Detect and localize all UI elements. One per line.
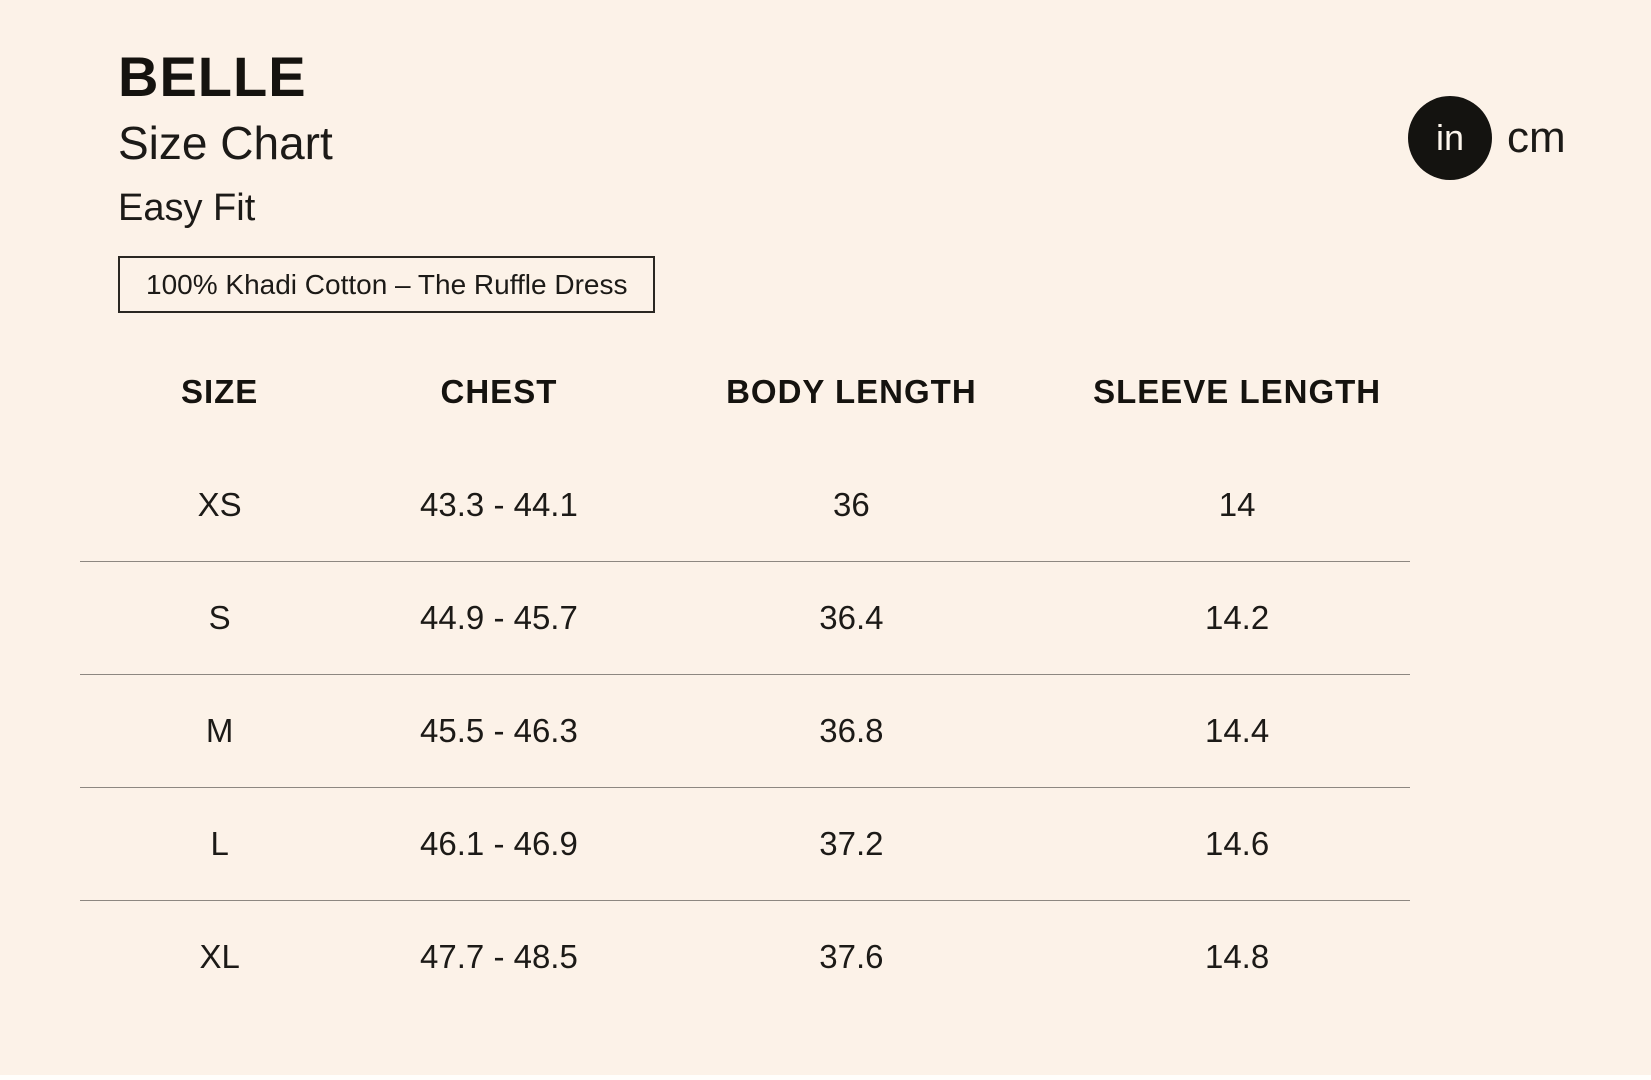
material-note: 100% Khadi Cotton – The Ruffle Dress <box>118 256 656 313</box>
chest-cell: 44.9 - 45.7 <box>420 599 578 637</box>
fit-label: Easy Fit <box>118 187 256 229</box>
column-header-body-length: BODY LENGTH <box>726 372 977 410</box>
sleeve-length-cell: 14.8 <box>1204 938 1270 976</box>
chest-cell: 46.1 - 46.9 <box>420 825 578 863</box>
size-table: SIZE CHEST BODY LENGTH SLEEVE LENGTH XS … <box>80 335 1410 1013</box>
body-length-cell: 36 <box>833 485 870 523</box>
body-length-cell: 37.2 <box>819 825 884 863</box>
size-cell: S <box>208 599 231 637</box>
chest-cell: 43.3 - 44.1 <box>420 485 578 523</box>
body-length-cell: 36.8 <box>819 712 884 750</box>
chest-cell: 45.5 - 46.3 <box>420 712 578 750</box>
page-title: BELLE <box>118 45 307 108</box>
body-length-cell: 36.4 <box>819 599 884 637</box>
column-header-size: SIZE <box>180 372 259 410</box>
size-cell: M <box>205 712 234 750</box>
page-subtitle: Size Chart <box>118 117 333 169</box>
sleeve-length-cell: 14.4 <box>1204 712 1270 750</box>
table-row: S 44.9 - 45.7 36.4 14.2 <box>80 561 1410 674</box>
unit-toggle: in cm <box>1408 96 1566 180</box>
size-cell: XL <box>199 938 240 976</box>
table-row: M 45.5 - 46.3 36.8 14.4 <box>80 674 1410 787</box>
sleeve-length-cell: 14.2 <box>1204 599 1270 637</box>
table-row: XS 43.3 - 44.1 36 14 <box>80 448 1410 561</box>
size-table-body: XS 43.3 - 44.1 36 14 S 44.9 - 45.7 36.4 … <box>80 448 1410 1013</box>
table-row: XL 47.7 - 48.5 37.6 14.8 <box>80 900 1410 1013</box>
body-length-cell: 37.6 <box>819 938 884 976</box>
size-cell: XS <box>197 485 242 523</box>
sleeve-length-cell: 14.6 <box>1204 825 1270 863</box>
sleeve-length-cell: 14 <box>1218 485 1256 523</box>
size-cell: L <box>210 825 229 863</box>
size-table-header: SIZE CHEST BODY LENGTH SLEEVE LENGTH <box>80 335 1410 448</box>
chest-cell: 47.7 - 48.5 <box>420 938 578 976</box>
bottom-edge-divider <box>0 1075 1651 1080</box>
column-header-sleeve-length: SLEEVE LENGTH <box>1093 372 1382 410</box>
unit-in-button[interactable]: in <box>1408 96 1492 180</box>
table-row: L 46.1 - 46.9 37.2 14.6 <box>80 787 1410 900</box>
column-header-chest: CHEST <box>440 372 558 410</box>
unit-cm-button[interactable]: cm <box>1507 113 1566 162</box>
